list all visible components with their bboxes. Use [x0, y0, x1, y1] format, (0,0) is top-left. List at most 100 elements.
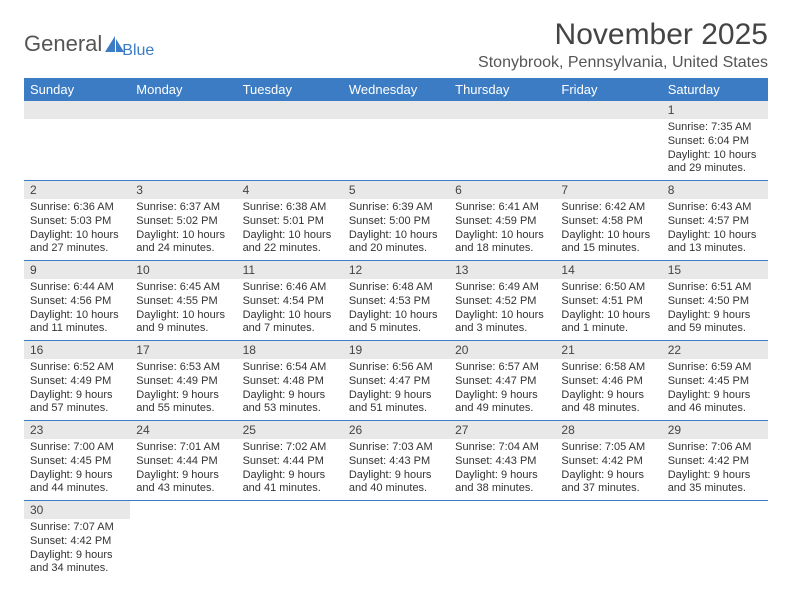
cell-body: Sunrise: 6:50 AMSunset: 4:51 PMDaylight:… — [555, 279, 661, 340]
sunset-text: Sunset: 4:59 PM — [455, 215, 549, 229]
cell-body: Sunrise: 6:52 AMSunset: 4:49 PMDaylight:… — [24, 359, 130, 420]
cell-body: Sunrise: 7:03 AMSunset: 4:43 PMDaylight:… — [343, 439, 449, 500]
day-number: 30 — [24, 501, 130, 519]
sunrise-text: Sunrise: 6:59 AM — [668, 361, 762, 375]
cell-body: Sunrise: 6:51 AMSunset: 4:50 PMDaylight:… — [662, 279, 768, 340]
day-number-row: 22 — [662, 341, 768, 359]
day-number: 2 — [24, 181, 130, 199]
day-number: 23 — [24, 421, 130, 439]
empty-daynum-row — [130, 101, 236, 119]
daylight-text: Daylight: 10 hours and 11 minutes. — [30, 309, 124, 337]
daylight-text: Daylight: 9 hours and 38 minutes. — [455, 469, 549, 497]
day-header: Saturday — [662, 78, 768, 101]
daylight-text: Daylight: 10 hours and 18 minutes. — [455, 229, 549, 257]
sunset-text: Sunset: 4:51 PM — [561, 295, 655, 309]
logo: General Blue — [24, 18, 154, 60]
daylight-text: Daylight: 10 hours and 27 minutes. — [30, 229, 124, 257]
day-number: 19 — [343, 341, 449, 359]
daylight-text: Daylight: 9 hours and 41 minutes. — [243, 469, 337, 497]
sunrise-text: Sunrise: 6:54 AM — [243, 361, 337, 375]
day-number: 26 — [343, 421, 449, 439]
cell-body: Sunrise: 6:56 AMSunset: 4:47 PMDaylight:… — [343, 359, 449, 420]
calendar-cell: 20Sunrise: 6:57 AMSunset: 4:47 PMDayligh… — [449, 341, 555, 421]
month-title: November 2025 — [478, 18, 768, 52]
cell-body: Sunrise: 6:42 AMSunset: 4:58 PMDaylight:… — [555, 199, 661, 260]
sunset-text: Sunset: 4:49 PM — [136, 375, 230, 389]
day-number: 8 — [662, 181, 768, 199]
day-number-row: 10 — [130, 261, 236, 279]
daylight-text: Daylight: 9 hours and 44 minutes. — [30, 469, 124, 497]
calendar-cell: 12Sunrise: 6:48 AMSunset: 4:53 PMDayligh… — [343, 261, 449, 341]
empty-daynum-row — [343, 101, 449, 119]
calendar-cell: 24Sunrise: 7:01 AMSunset: 4:44 PMDayligh… — [130, 421, 236, 501]
calendar-cell — [449, 101, 555, 181]
daylight-text: Daylight: 10 hours and 24 minutes. — [136, 229, 230, 257]
sunset-text: Sunset: 4:43 PM — [455, 455, 549, 469]
day-number: 18 — [237, 341, 343, 359]
calendar-week: 2Sunrise: 6:36 AMSunset: 5:03 PMDaylight… — [24, 181, 768, 261]
calendar-cell: 29Sunrise: 7:06 AMSunset: 4:42 PMDayligh… — [662, 421, 768, 501]
day-number-row: 5 — [343, 181, 449, 199]
daylight-text: Daylight: 9 hours and 55 minutes. — [136, 389, 230, 417]
page-header: General Blue November 2025 Stonybrook, P… — [24, 18, 768, 72]
day-number-row: 17 — [130, 341, 236, 359]
calendar-cell: 3Sunrise: 6:37 AMSunset: 5:02 PMDaylight… — [130, 181, 236, 261]
calendar-cell: 4Sunrise: 6:38 AMSunset: 5:01 PMDaylight… — [237, 181, 343, 261]
sunrise-text: Sunrise: 6:58 AM — [561, 361, 655, 375]
day-header: Monday — [130, 78, 236, 101]
cell-body: Sunrise: 7:04 AMSunset: 4:43 PMDaylight:… — [449, 439, 555, 500]
day-number-row: 18 — [237, 341, 343, 359]
daylight-text: Daylight: 9 hours and 43 minutes. — [136, 469, 230, 497]
daylight-text: Daylight: 9 hours and 35 minutes. — [668, 469, 762, 497]
sunrise-text: Sunrise: 6:50 AM — [561, 281, 655, 295]
calendar-cell: 23Sunrise: 7:00 AMSunset: 4:45 PMDayligh… — [24, 421, 130, 501]
day-number-row: 14 — [555, 261, 661, 279]
cell-body: Sunrise: 6:54 AMSunset: 4:48 PMDaylight:… — [237, 359, 343, 420]
cell-body: Sunrise: 6:38 AMSunset: 5:01 PMDaylight:… — [237, 199, 343, 260]
calendar-cell: 25Sunrise: 7:02 AMSunset: 4:44 PMDayligh… — [237, 421, 343, 501]
calendar-week: 9Sunrise: 6:44 AMSunset: 4:56 PMDaylight… — [24, 261, 768, 341]
cell-body: Sunrise: 6:49 AMSunset: 4:52 PMDaylight:… — [449, 279, 555, 340]
cell-body: Sunrise: 6:43 AMSunset: 4:57 PMDaylight:… — [662, 199, 768, 260]
sunrise-text: Sunrise: 6:45 AM — [136, 281, 230, 295]
sunrise-text: Sunrise: 6:46 AM — [243, 281, 337, 295]
day-number-row: 3 — [130, 181, 236, 199]
sunrise-text: Sunrise: 6:57 AM — [455, 361, 549, 375]
sunrise-text: Sunrise: 7:02 AM — [243, 441, 337, 455]
day-number: 17 — [130, 341, 236, 359]
cell-body: Sunrise: 6:44 AMSunset: 4:56 PMDaylight:… — [24, 279, 130, 340]
daylight-text: Daylight: 9 hours and 37 minutes. — [561, 469, 655, 497]
day-number: 16 — [24, 341, 130, 359]
calendar-cell — [237, 501, 343, 581]
daylight-text: Daylight: 9 hours and 53 minutes. — [243, 389, 337, 417]
sunrise-text: Sunrise: 6:42 AM — [561, 201, 655, 215]
cell-body: Sunrise: 7:00 AMSunset: 4:45 PMDaylight:… — [24, 439, 130, 500]
sunrise-text: Sunrise: 6:53 AM — [136, 361, 230, 375]
daylight-text: Daylight: 10 hours and 9 minutes. — [136, 309, 230, 337]
day-number: 7 — [555, 181, 661, 199]
cell-body: Sunrise: 7:02 AMSunset: 4:44 PMDaylight:… — [237, 439, 343, 500]
cell-body: Sunrise: 7:05 AMSunset: 4:42 PMDaylight:… — [555, 439, 661, 500]
sunset-text: Sunset: 4:49 PM — [30, 375, 124, 389]
calendar-cell — [662, 501, 768, 581]
calendar-cell — [343, 501, 449, 581]
cell-body: Sunrise: 6:45 AMSunset: 4:55 PMDaylight:… — [130, 279, 236, 340]
calendar-cell: 19Sunrise: 6:56 AMSunset: 4:47 PMDayligh… — [343, 341, 449, 421]
sunrise-text: Sunrise: 6:43 AM — [668, 201, 762, 215]
logo-text-1: General — [24, 31, 102, 57]
sunrise-text: Sunrise: 6:39 AM — [349, 201, 443, 215]
day-number-row: 20 — [449, 341, 555, 359]
calendar-week: 16Sunrise: 6:52 AMSunset: 4:49 PMDayligh… — [24, 341, 768, 421]
calendar-cell: 22Sunrise: 6:59 AMSunset: 4:45 PMDayligh… — [662, 341, 768, 421]
empty-daynum-row — [24, 101, 130, 119]
day-number: 25 — [237, 421, 343, 439]
calendar-cell: 10Sunrise: 6:45 AMSunset: 4:55 PMDayligh… — [130, 261, 236, 341]
calendar-cell: 30Sunrise: 7:07 AMSunset: 4:42 PMDayligh… — [24, 501, 130, 581]
cell-body: Sunrise: 7:01 AMSunset: 4:44 PMDaylight:… — [130, 439, 236, 500]
day-number: 6 — [449, 181, 555, 199]
calendar-cell — [555, 501, 661, 581]
calendar-cell: 14Sunrise: 6:50 AMSunset: 4:51 PMDayligh… — [555, 261, 661, 341]
sunrise-text: Sunrise: 7:07 AM — [30, 521, 124, 535]
calendar-cell — [24, 101, 130, 181]
day-number-row: 13 — [449, 261, 555, 279]
